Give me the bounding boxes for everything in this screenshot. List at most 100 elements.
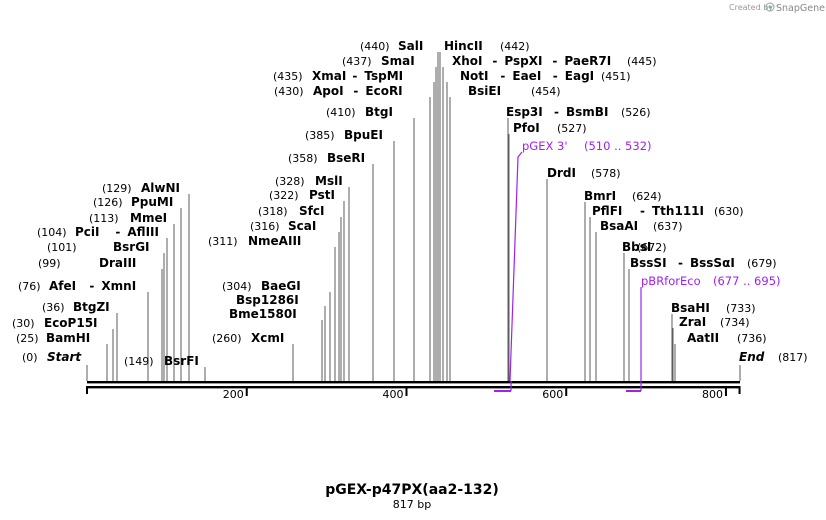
enzyme-name-bsmbi: BsmBI [566,105,608,119]
site-pflfi[interactable]: (630) PflFI - Tth111I [592,204,744,218]
feature-annotations: pGEX 3' (510 .. 532) pBRforEco (677 .. 695) [494,139,781,392]
site-baegi[interactable]: (304) BaeGI [222,279,301,293]
site-noti[interactable]: (451)NotI - EaeI - EagI [460,69,631,83]
created-by-text: Created by [729,3,773,12]
site-aatii[interactable]: (736) AatII [687,331,767,345]
site-pcii[interactable]: (104) PciI - AflIII [37,225,159,239]
feature-leader [509,151,523,382]
enzyme-name-pcii: PciI [75,225,100,239]
ruler-label-200: 200 [223,388,244,401]
site-bmri[interactable]: (624) BmrI [584,189,662,203]
site-position: (527) [557,122,587,135]
site-xmai[interactable]: (435) XmaI - TspMI [273,69,403,83]
backbone-top-strand [87,381,740,384]
enzyme-name-aatii: AatII [687,331,719,345]
site-bsiei[interactable]: (454) BsiEI [468,84,561,98]
site-nmeaiii[interactable]: (311) NmeAIII [208,234,301,248]
ruler-ticks: 200 400 600 800 [86,386,741,401]
enzyme-name-drdi: DrdI [547,166,576,180]
enzyme-name-eaei: EaeI [512,69,541,83]
site-esp3i[interactable]: (526) Esp3I - BsmBI [506,105,651,119]
site-bsssi[interactable]: (679) BssSI - BssSαI [630,256,777,270]
site-smai[interactable]: (437) SmaI [342,54,415,68]
start-label: Start [47,350,82,364]
site-drdi[interactable]: (578) DrdI [547,166,621,180]
site-bsahi[interactable]: (733) BsaHI [671,301,756,315]
enzyme-name-apoi: ApoI [313,84,344,98]
site-btgi[interactable]: (410) BtgI [326,105,393,119]
enzyme-name-bsss-i: BssSαI [690,256,735,270]
site-separator: - [553,69,558,83]
site-xcmi[interactable]: (260) XcmI [212,331,284,345]
site-hincii[interactable]: (442) HincII [444,39,530,53]
site-pfoi[interactable]: (527) PfoI [513,121,587,135]
site-position: (624) [632,190,662,203]
enzyme-name-bsiei: BsiEI [468,84,501,98]
site-position: (76) [18,280,41,293]
site-position: (445) [627,55,657,68]
site-position: (736) [737,332,767,345]
site-bme1580i[interactable]: Bme1580I [229,307,297,321]
site-ppumi[interactable]: (126) PpuMI [93,195,173,209]
site-draiii[interactable]: (99) DraIII [38,256,136,270]
site-position: (672) [637,241,667,254]
site-position: (733) [726,302,756,315]
site-separator: - [678,256,683,270]
site-position: (526) [621,106,651,119]
site-msli[interactable]: (328) MslI [275,174,343,188]
site-bsaai[interactable]: (637) BsaAI [600,219,683,233]
site-apoi[interactable]: (430) ApoI - EcoRI [274,84,403,98]
site-sfci[interactable]: (318) SfcI [258,204,324,218]
feature-name: pGEX 3' [522,139,568,153]
enzyme-name-bsp1286i: Bsp1286I [236,293,299,307]
map-length: 817 bp [393,498,431,511]
site-bsrfi[interactable]: (149) BsrFI [124,354,199,368]
site-position: (101) [47,241,77,254]
enzyme-name-psti: PstI [309,188,335,202]
site-xhoi[interactable]: (445)XhoI - PspXI - PaeR7I [452,54,657,68]
site-btgzi[interactable]: (36) BtgZI [42,300,110,314]
site-alwni[interactable]: (129) AlwNI [102,181,180,195]
enzyme-name-alwni: AlwNI [141,181,180,195]
enzyme-name-xcmi: XcmI [251,331,284,345]
site-position: (311) [208,235,238,248]
site-position: (410) [326,106,356,119]
site-leader-lines [86,52,741,381]
site-bsp1286i[interactable]: Bsp1286I [236,293,299,307]
site-separator: - [554,105,559,119]
site-psti[interactable]: (322) PstI [269,188,335,202]
site-afei[interactable]: (76) AfeI - XmnI [18,279,136,293]
site-sali[interactable]: (440) SalI [360,39,423,53]
feature-pgex-3[interactable]: pGEX 3' (510 .. 532) [494,139,652,392]
site-bsrgi[interactable]: (101) BsrGI [47,240,150,254]
backbone-bottom-strand [87,386,740,389]
enzyme-name-bme1580i: Bme1580I [229,307,297,321]
site-separator: - [492,54,497,68]
site-position: (437) [342,55,372,68]
site-position: (129) [102,182,132,195]
site-separator: - [552,54,557,68]
site-position: (578) [591,167,621,180]
site-ecop15i[interactable]: (30) EcoP15I [12,316,98,330]
site-bpuei[interactable]: (385) BpuEI [305,128,383,142]
end-position: (817) [778,351,808,364]
enzyme-name-ecori: EcoRI [365,84,402,98]
feature-pbrforeco[interactable]: pBRforEco (677 .. 695) [626,274,781,392]
site-bbsi[interactable]: (672)BbsI [622,240,667,254]
enzyme-name-esp3i: Esp3I [506,105,543,119]
feature-range: (510 .. 532) [584,139,652,153]
site-separator: - [115,225,120,239]
enzyme-name-sfci: SfcI [299,204,324,218]
site-scai[interactable]: (316) ScaI [250,219,316,233]
enzyme-name-pspxi: PspXI [504,54,542,68]
site-position: (454) [531,85,561,98]
site-bseri[interactable]: (358) BseRI [288,151,365,165]
enzyme-name-bsahi: BsaHI [671,301,710,315]
enzyme-name-ppumi: PpuMI [131,195,173,209]
site-bamhi[interactable]: (25) BamHI [16,331,90,345]
site-mmei[interactable]: (113) MmeI [89,211,167,225]
enzyme-name-bmri: BmrI [584,189,616,203]
site-zrai[interactable]: (734) ZraI [679,315,750,329]
site-position: (442) [500,40,530,53]
